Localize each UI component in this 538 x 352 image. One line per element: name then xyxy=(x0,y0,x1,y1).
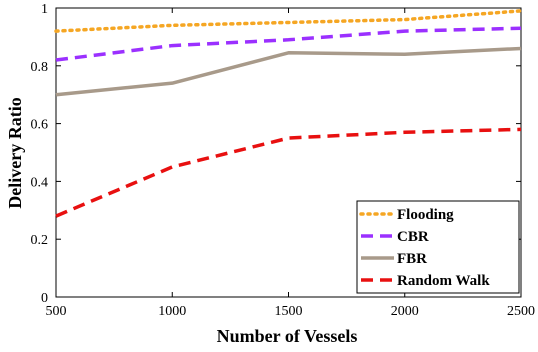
series-line-cbr xyxy=(55,26,522,62)
y-tick-label: 0 xyxy=(41,291,48,306)
legend-label-fbr: FBR xyxy=(397,251,427,267)
y-tick-label: 0.8 xyxy=(31,60,49,75)
series-line-flooding xyxy=(54,9,523,33)
x-axis-ticks: 500 1000 1500 2000 2500 xyxy=(46,8,535,319)
x-axis-label: Number of Vessels xyxy=(217,326,358,346)
y-tick-label: 0.6 xyxy=(31,118,49,133)
y-axis-ticks: 0 0.2 0.4 0.6 0.8 1 xyxy=(31,2,521,306)
x-tick-label: 1500 xyxy=(275,304,303,319)
legend-box xyxy=(356,200,520,294)
series-line-random-walk xyxy=(55,127,522,218)
y-tick-label: 0.4 xyxy=(31,175,49,190)
x-tick-label: 1000 xyxy=(158,304,186,319)
y-tick-label: 1 xyxy=(41,2,48,17)
y-tick-label: 0.2 xyxy=(31,233,49,248)
x-tick-label: 500 xyxy=(46,304,67,319)
x-tick-label: 2000 xyxy=(391,304,419,319)
series-layer xyxy=(54,9,523,218)
series-line-fbr xyxy=(55,46,522,97)
x-tick-label: 2500 xyxy=(507,304,535,319)
legend-label-cbr: CBR xyxy=(397,229,429,245)
legend-label-flooding: Flooding xyxy=(397,207,454,223)
y-axis-label: Delivery Ratio xyxy=(5,97,25,208)
legend: Flooding CBR FBR Random Walk xyxy=(356,200,520,294)
legend-label-random-walk: Random Walk xyxy=(397,273,490,289)
